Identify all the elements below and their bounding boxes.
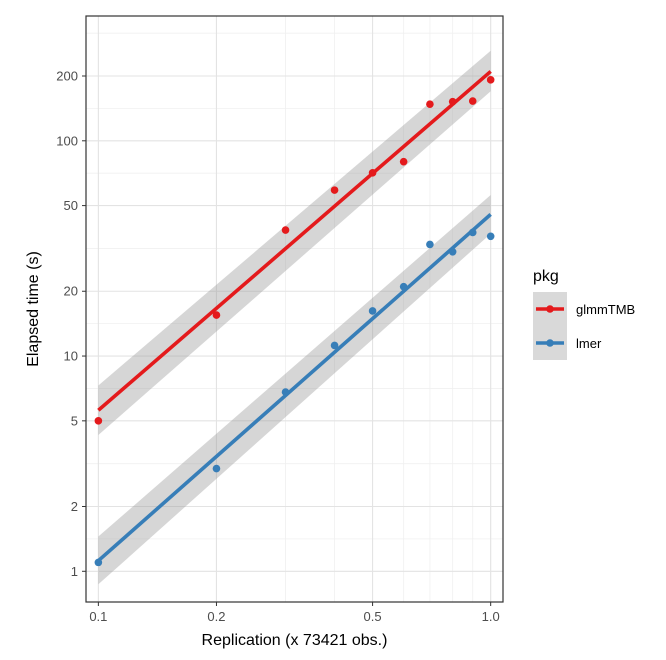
y-tick-label: 1: [71, 564, 78, 579]
data-point: [94, 417, 103, 425]
x-tick-label: 0.1: [89, 609, 107, 624]
y-tick-label: 200: [56, 69, 78, 84]
fit-line: [97, 213, 492, 563]
y-tick-label: 5: [71, 413, 78, 428]
major-gridlines: [86, 16, 503, 602]
y-tick-label: 100: [56, 133, 78, 148]
data-point: [368, 169, 377, 177]
x-axis: 0.1 0.2 0.5 1.0: [89, 602, 500, 624]
minor-gridlines: [86, 16, 503, 602]
y-axis-title: Elapsed time (s): [25, 251, 42, 367]
y-tick-label: 20: [64, 284, 78, 299]
data-point: [212, 464, 221, 473]
data-point: [212, 311, 221, 319]
panel-border: [85, 15, 504, 603]
data-point: [330, 186, 339, 194]
data-point: [281, 388, 290, 396]
data-point: [399, 157, 408, 166]
x-tick-label: 0.5: [364, 609, 382, 624]
fit-line: [97, 70, 492, 412]
y-axis: 1 2 5 10 20 50 100 200: [56, 69, 86, 579]
data-point: [468, 228, 477, 237]
data-point: [368, 307, 377, 315]
data-point: [330, 341, 339, 350]
x-axis-title: Replication (x 73421 obs.): [202, 632, 388, 649]
data-point: [486, 76, 495, 84]
data-point: [448, 97, 457, 106]
legend-key-point: [546, 339, 554, 347]
legend-item: glmmTMB: [533, 292, 635, 326]
y-tick-label: 2: [71, 499, 78, 514]
legend-item: lmer: [533, 326, 602, 360]
data-point: [448, 247, 457, 256]
legend-title: pkg: [533, 268, 559, 285]
legend-label: lmer: [576, 336, 602, 351]
data-point: [468, 97, 477, 105]
data-point: [399, 282, 408, 291]
y-tick-label: 50: [64, 198, 78, 213]
x-tick-label: 1.0: [482, 609, 500, 624]
y-tick-label: 10: [64, 349, 78, 364]
x-tick-label: 0.2: [207, 609, 225, 624]
legend-key-point: [546, 305, 554, 313]
legend: pkg glmmTMB lmer: [533, 268, 635, 360]
data-point: [426, 100, 434, 108]
legend-label: glmmTMB: [576, 302, 635, 317]
data-point: [486, 232, 495, 241]
data-point: [94, 558, 103, 567]
data-point: [426, 240, 434, 249]
data-point: [281, 226, 290, 234]
legend-keys: glmmTMB lmer: [533, 292, 635, 360]
series-layer: [94, 50, 495, 585]
